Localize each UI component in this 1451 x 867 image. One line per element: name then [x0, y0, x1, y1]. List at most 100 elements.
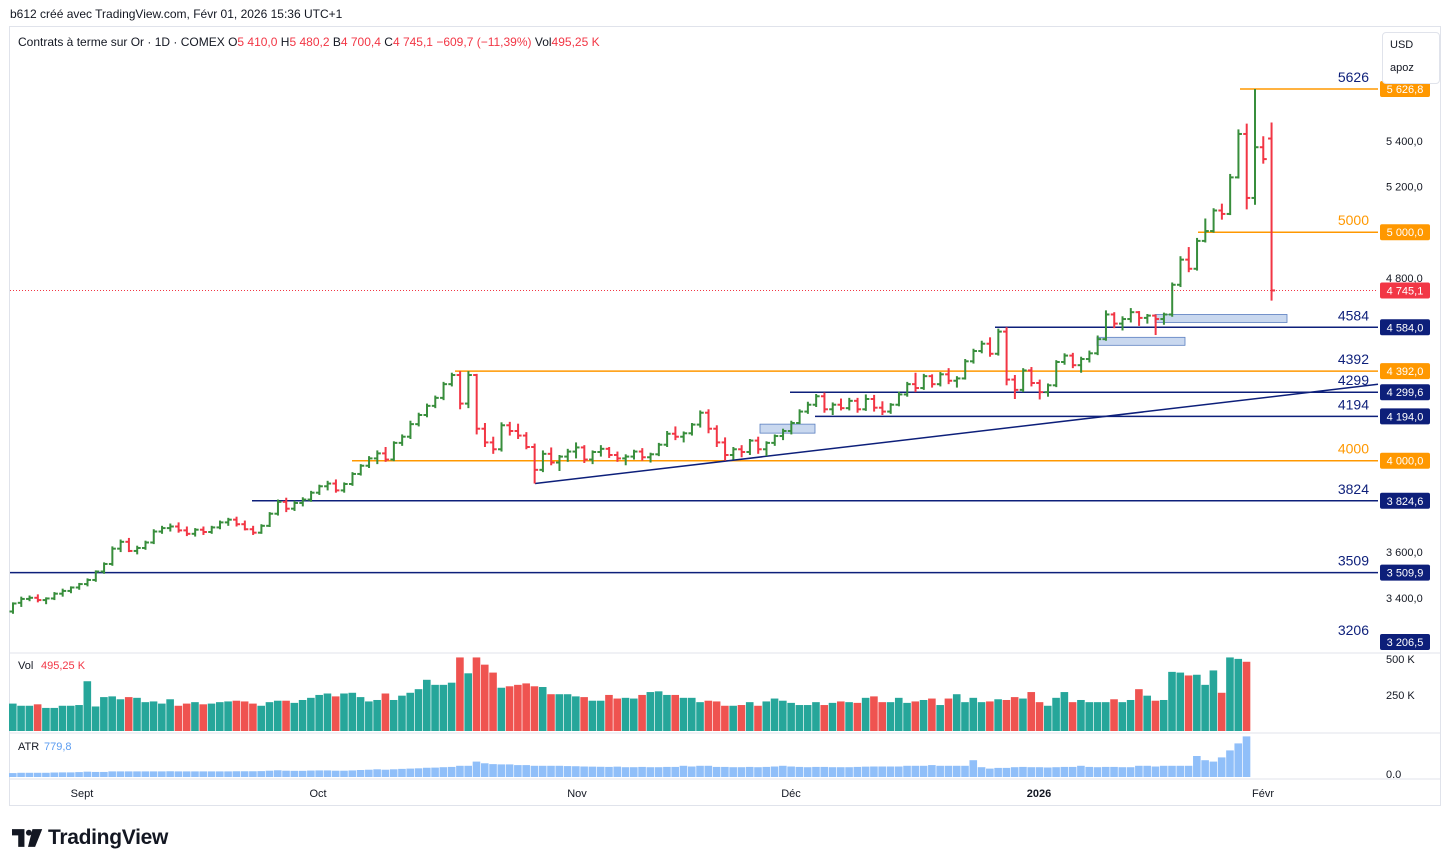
- unit-label[interactable]: apoz: [1390, 62, 1414, 74]
- atr-bar: [878, 766, 886, 777]
- volume-bar: [91, 706, 100, 731]
- volume-bar: [522, 683, 530, 731]
- atr-bar: [977, 767, 986, 777]
- ohlc-bar: [67, 586, 75, 594]
- ohlc-bar: [1210, 208, 1218, 233]
- volume-bar: [828, 702, 837, 731]
- atr-bar: [547, 765, 555, 777]
- ohlc-bar: [696, 410, 704, 428]
- volume-bar: [1176, 672, 1185, 731]
- volume-bar: [729, 705, 737, 731]
- atr-bar: [555, 765, 564, 777]
- ohlc-bar: [779, 428, 787, 441]
- ohlc-bar: [862, 394, 870, 411]
- ohlc-bar: [754, 436, 762, 454]
- volume-bar: [1168, 671, 1176, 731]
- ohlc-bar: [1226, 173, 1234, 216]
- ohlc-bar: [564, 448, 572, 462]
- ohlc-bar: [647, 452, 655, 463]
- atr-bar: [754, 767, 762, 777]
- volume-bar: [33, 704, 42, 731]
- volume-bar: [853, 702, 862, 731]
- ohlc-bar: [1259, 136, 1267, 164]
- volume-bar: [514, 684, 522, 731]
- ohlc-bar: [978, 340, 986, 354]
- atr-bar: [439, 767, 448, 777]
- ohlc-bar: [713, 425, 721, 447]
- volume-bar: [273, 700, 282, 731]
- legend-high-value: 5 480,2: [289, 35, 330, 49]
- volume-bar: [489, 672, 497, 731]
- atr-bar: [1159, 765, 1168, 777]
- ohlc-bar: [580, 445, 588, 463]
- atr-bar: [257, 771, 265, 777]
- atr-bar: [1027, 767, 1036, 777]
- volume-bar: [373, 699, 381, 731]
- ohlc-bar: [1003, 327, 1011, 386]
- volume-bar: [870, 696, 878, 731]
- volume-bar: [837, 701, 845, 731]
- volume-bar: [762, 701, 771, 731]
- volume-bar: [737, 705, 746, 731]
- atr-bar: [323, 770, 332, 777]
- ohlc-bar: [50, 592, 58, 601]
- ohlc-bar: [357, 464, 365, 476]
- ohlc-bar: [307, 490, 315, 502]
- volume-bar: [472, 657, 481, 731]
- volume-bar: [497, 687, 506, 731]
- atr-bar: [969, 760, 978, 777]
- atr-bar: [704, 765, 713, 777]
- legend-volume-value: 495,25 K: [551, 35, 600, 49]
- atr-bar: [1085, 766, 1093, 777]
- atr-bar: [1052, 767, 1060, 777]
- volume-bar: [770, 698, 779, 731]
- ohlc-bar: [282, 497, 290, 513]
- atr-bar: [373, 769, 381, 777]
- ohlc-bar: [92, 570, 100, 582]
- ohlc-bar: [613, 451, 621, 462]
- axis-badge-3824: [1380, 492, 1430, 509]
- ohlc-bar: [1185, 247, 1193, 273]
- atr-bar: [812, 766, 820, 777]
- atr-bar: [331, 770, 340, 777]
- symbol-legend[interactable]: Contrats à terme sur Or · 1D · COMEX O5 …: [18, 35, 600, 49]
- ohlc-bar: [878, 401, 886, 416]
- axis-badge-text-4584: 4 584,0: [1387, 322, 1424, 334]
- volume-bar: [406, 692, 415, 731]
- atr-bar: [1193, 756, 1201, 777]
- volume-bar: [1217, 692, 1226, 731]
- ohlc-bar: [622, 454, 630, 466]
- volume-bar: [538, 687, 547, 731]
- ohlc-bar: [804, 401, 812, 414]
- ohlc-bar: [597, 445, 605, 457]
- volume-bar: [646, 692, 655, 731]
- volume-bar: [505, 686, 514, 731]
- volume-bar: [952, 694, 961, 731]
- tradingview-logo-icon: [12, 829, 43, 847]
- x-axis-label: Févr: [1252, 788, 1274, 800]
- volume-bar: [555, 694, 564, 731]
- x-axis-label: Déc: [781, 788, 801, 800]
- legend-low-value: 4 700,4: [340, 35, 381, 49]
- atr-bar: [1077, 765, 1085, 777]
- ohlc-bar: [555, 454, 563, 471]
- atr-bar: [348, 770, 357, 777]
- volume-bar: [630, 698, 638, 731]
- ohlc-bar: [406, 420, 414, 439]
- atr-bar: [1209, 761, 1218, 777]
- ohlc-bar: [332, 479, 340, 493]
- ohlc-bar: [1176, 256, 1184, 288]
- volume-bar: [745, 702, 754, 731]
- volume-bar: [240, 701, 249, 731]
- last-price-badge: [1380, 282, 1430, 299]
- legend-volume-label: Vol: [534, 35, 552, 49]
- atr-bar: [514, 765, 522, 777]
- ohlc-bar: [125, 537, 133, 553]
- ohlc-bar: [887, 403, 895, 414]
- ohlc-bar: [373, 450, 381, 465]
- currency-label[interactable]: USD: [1390, 39, 1414, 51]
- volume-bar: [721, 705, 729, 731]
- currency-unit-selector[interactable]: USD apoz: [1382, 32, 1440, 84]
- atr-bar: [944, 765, 953, 777]
